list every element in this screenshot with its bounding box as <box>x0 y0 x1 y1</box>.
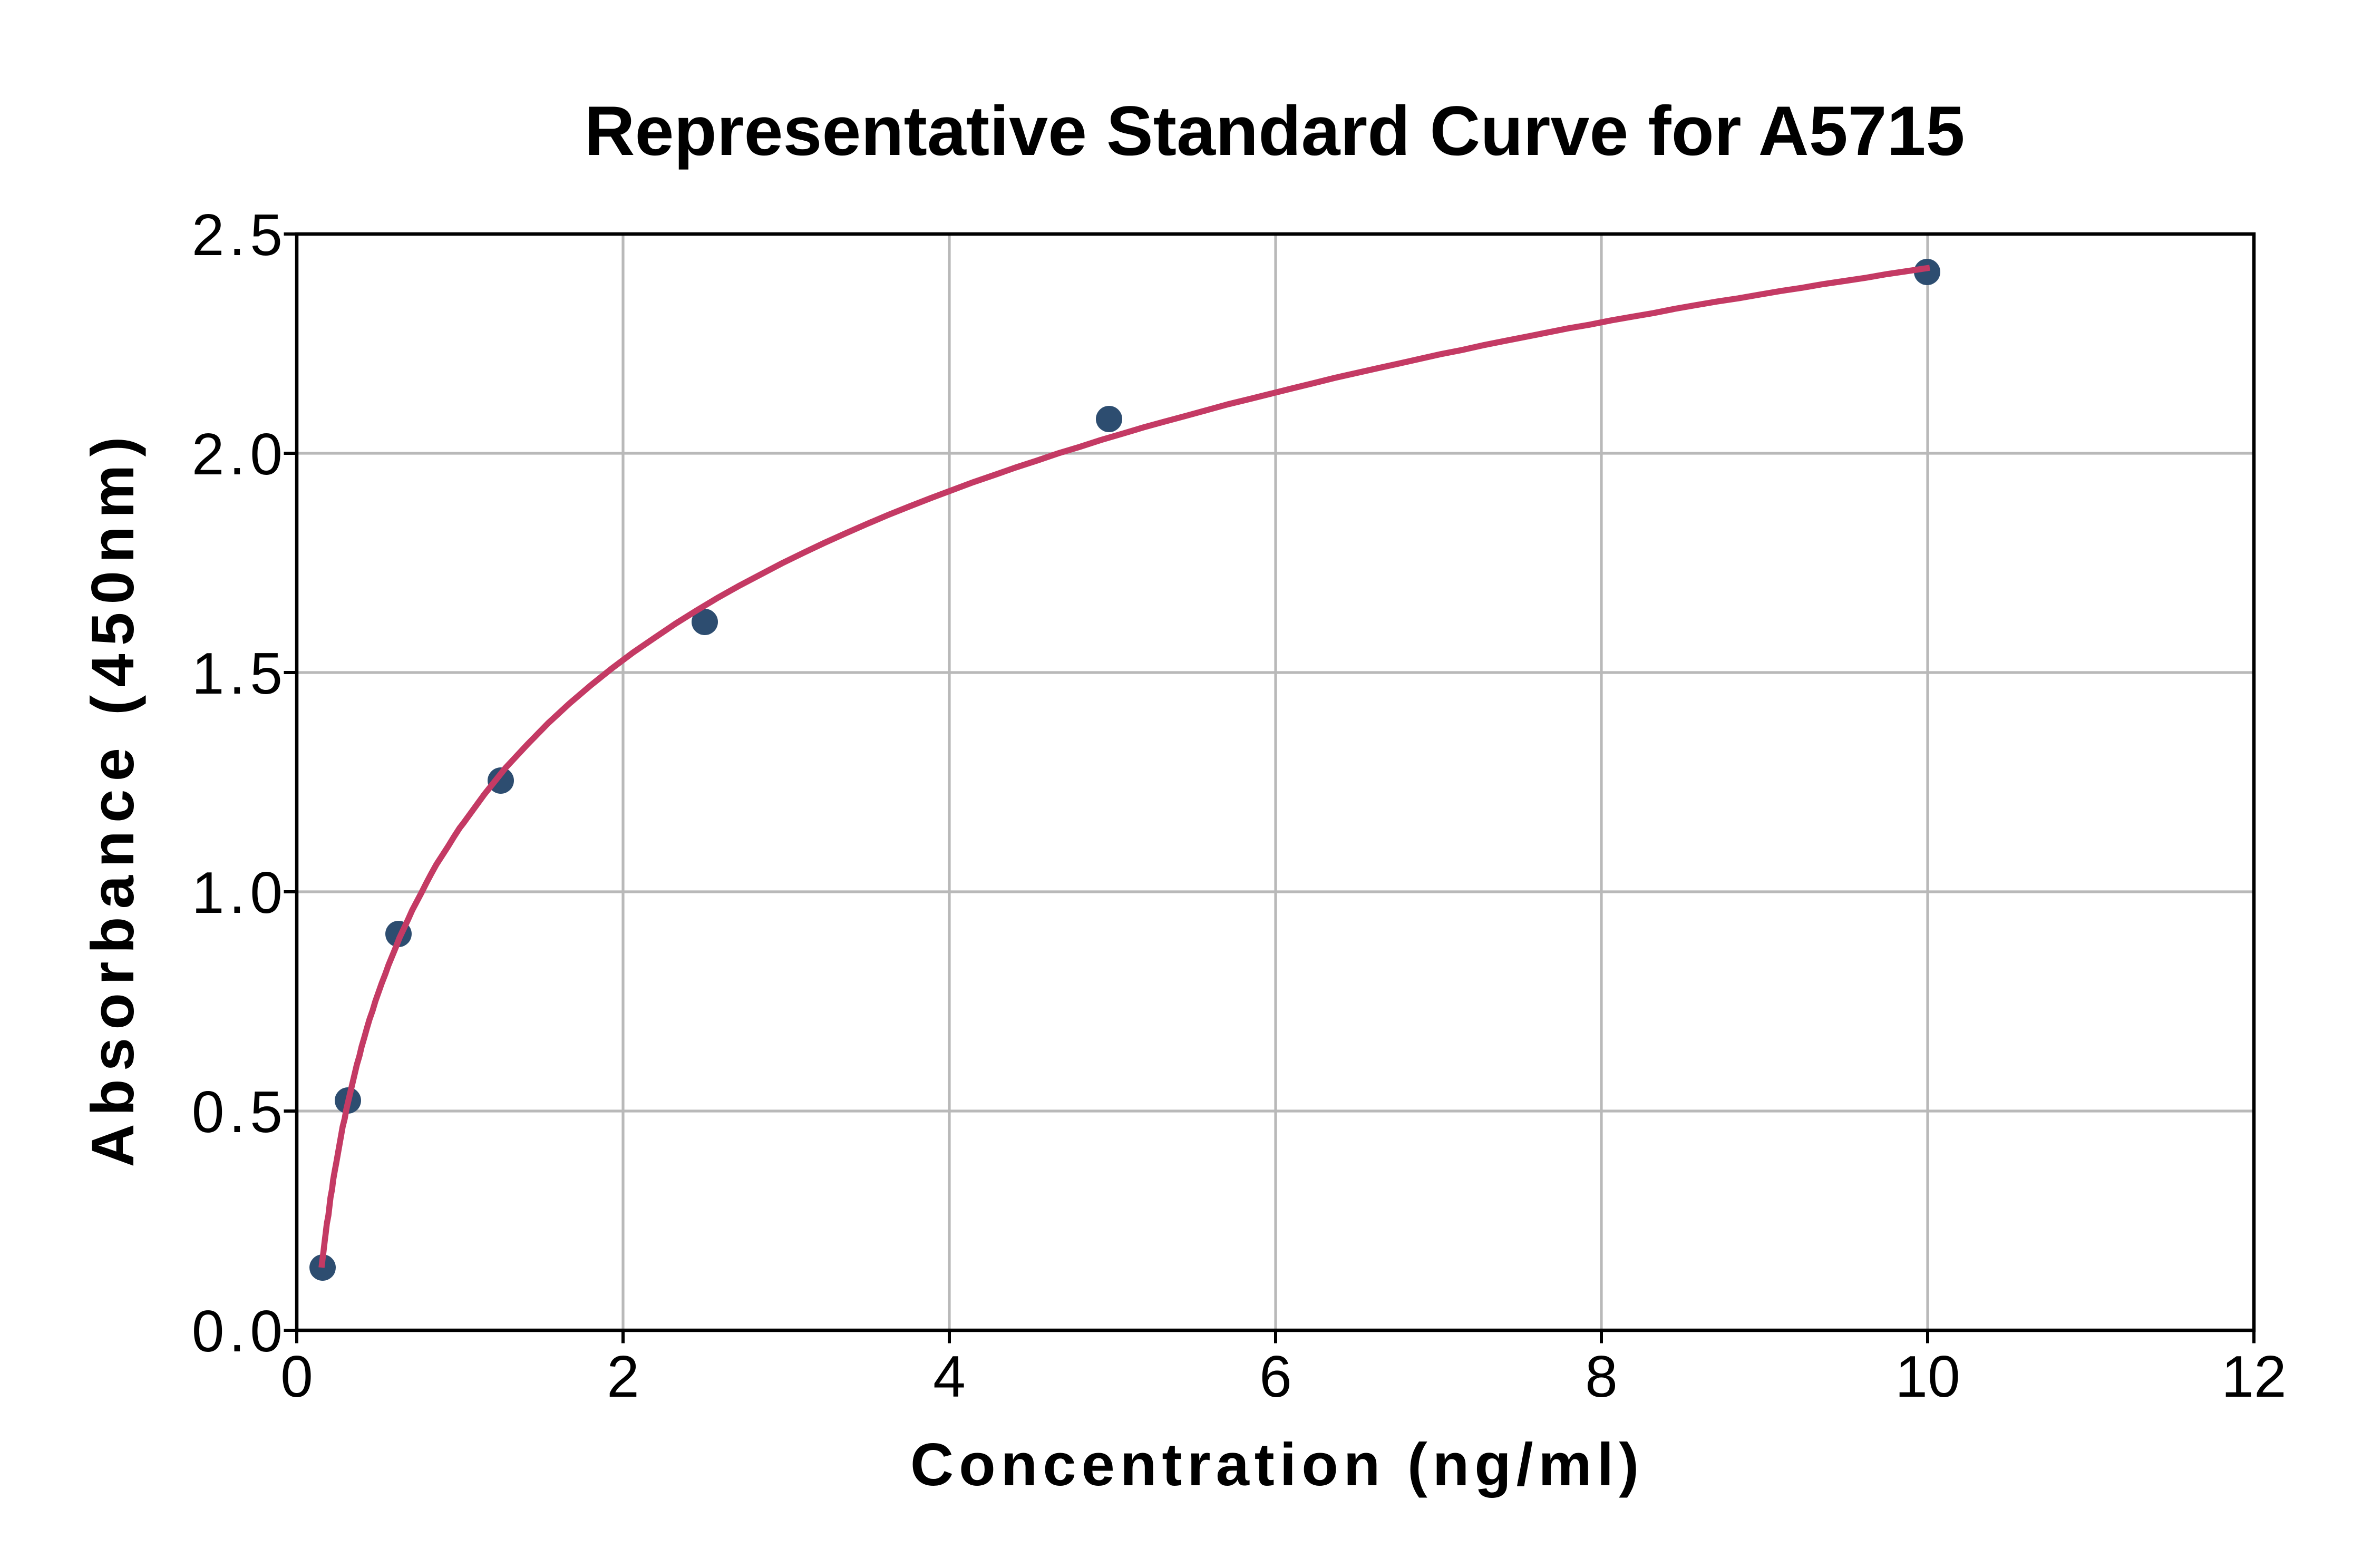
svg-text:0.5: 0.5 <box>192 1079 287 1145</box>
svg-text:0.0: 0.0 <box>192 1299 287 1364</box>
svg-text:2.5: 2.5 <box>192 202 287 268</box>
svg-text:12: 12 <box>2221 1344 2286 1409</box>
svg-text:10: 10 <box>1895 1344 1960 1409</box>
svg-text:Absorbance (450nm): Absorbance (450nm) <box>80 428 147 1167</box>
svg-text:2.0: 2.0 <box>192 422 287 487</box>
svg-text:1.0: 1.0 <box>192 860 287 926</box>
svg-text:0: 0 <box>280 1344 313 1409</box>
svg-text:Representative Standard Curve: Representative Standard Curve for A5715 <box>584 92 1965 170</box>
svg-text:Concentration (ng/ml): Concentration (ng/ml) <box>910 1431 1644 1498</box>
svg-text:1.5: 1.5 <box>192 641 287 706</box>
svg-text:4: 4 <box>933 1344 966 1409</box>
svg-text:2: 2 <box>607 1344 639 1409</box>
svg-text:6: 6 <box>1259 1344 1292 1409</box>
svg-text:8: 8 <box>1585 1344 1618 1409</box>
